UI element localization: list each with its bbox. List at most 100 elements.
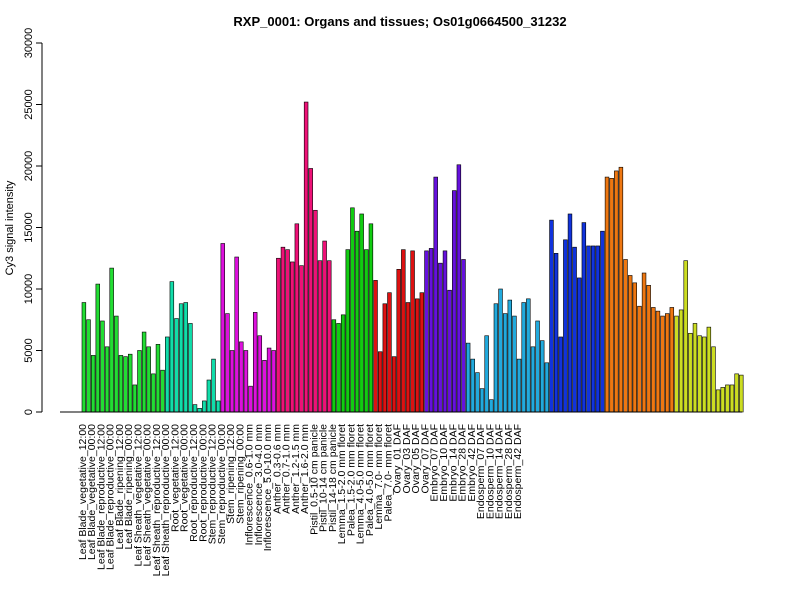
bar: [202, 400, 207, 413]
bar: [419, 292, 425, 413]
x-tick-label: Anther_1.6-2.0 mm: [299, 424, 311, 514]
bar: [549, 219, 554, 413]
bar: [396, 269, 401, 413]
bar: [502, 313, 508, 413]
x-tick-label: Ovary_03 DAF: [401, 424, 413, 493]
bar: [165, 336, 170, 413]
bar: [359, 213, 364, 413]
x-tick-label: Embryo_14 DAF: [447, 424, 459, 502]
bar: [627, 275, 633, 413]
chart-title: RXP_0001: Organs and tissues; Os01g06645…: [233, 14, 566, 29]
bar: [683, 260, 688, 413]
bar: [234, 256, 239, 413]
bar: [729, 384, 735, 413]
bar: [715, 389, 721, 413]
bar: [290, 261, 295, 413]
bar: [174, 318, 179, 413]
bar: [512, 315, 517, 413]
bar: [669, 307, 675, 413]
bar: [410, 250, 415, 413]
bar: [354, 230, 360, 413]
bar: [188, 323, 193, 413]
bar: [345, 249, 350, 413]
bar: [322, 240, 327, 413]
bar: [720, 387, 725, 413]
bar: [109, 267, 114, 413]
bar: [151, 373, 156, 413]
x-tick-label: Leaf Sheath_reproductive_00:00: [160, 424, 172, 577]
bar: [373, 280, 378, 413]
x-tick-label: Lemma_4.0-5.0 mm floret: [355, 424, 367, 544]
x-tick-label: Stem_reproductive_12:00: [207, 424, 219, 544]
bar: [498, 288, 503, 413]
bar: [725, 384, 730, 413]
x-tick-label: Pistil_14-18 cm panicle: [327, 424, 339, 532]
bar: [595, 245, 600, 413]
bar: [660, 315, 665, 413]
bar: [229, 350, 235, 413]
bar: [664, 313, 670, 413]
x-tick-label: Leaf Sheath_reproductive_12:00: [151, 424, 163, 577]
bar: [433, 176, 438, 413]
bar: [489, 399, 494, 413]
bar: [623, 259, 628, 413]
bar: [692, 323, 698, 413]
x-tick-label: Palea_7.0- mm floret: [382, 424, 394, 522]
bars: [81, 101, 744, 413]
bar: [540, 340, 545, 413]
bar: [178, 303, 184, 413]
x-tick-label: Palea_4.0-5.0 mm floret: [364, 424, 376, 536]
bar: [544, 362, 550, 413]
bar: [123, 356, 128, 413]
bar: [239, 341, 244, 413]
bar: [368, 223, 374, 413]
bar: [401, 249, 406, 413]
x-tick-label: Root_vegetative_12:00: [169, 424, 181, 532]
bar: [160, 369, 165, 413]
y-tick-label: 10000: [23, 274, 35, 305]
bar: [734, 373, 739, 413]
bar: [340, 314, 346, 413]
y-tick-label: 15000: [23, 212, 35, 243]
bar: [535, 320, 540, 413]
y-tick-label: 30000: [23, 28, 35, 59]
x-tick-label: Leaf Sheath_vegetative_12:00: [132, 424, 144, 567]
x-tick-label: Stem_ripening_00:00: [234, 424, 246, 524]
bar: [558, 336, 563, 413]
bar: [90, 355, 96, 413]
bar: [257, 335, 263, 413]
bar: [521, 302, 526, 413]
x-tick-label: Ovary_07 DAF: [419, 424, 431, 493]
bar: [211, 358, 216, 413]
y-tick-label: 0: [23, 409, 35, 415]
bar: [331, 319, 337, 413]
bar: [428, 248, 434, 413]
bar: [225, 313, 230, 413]
bar: [618, 166, 624, 413]
y-tick-label: 25000: [23, 89, 35, 120]
bar: [567, 213, 573, 413]
bar: [465, 342, 471, 413]
bar: [586, 245, 591, 413]
bar: [739, 374, 744, 413]
bar: [327, 260, 332, 413]
x-tick-label: Anther_1.2-1.5 mm: [290, 424, 302, 514]
bar: [452, 190, 457, 413]
x-tick-label: Lemma_7.0- mm floret: [373, 424, 385, 530]
bar: [114, 315, 119, 413]
bar: [415, 298, 420, 413]
y-axis-label: Cy3 signal intensity: [4, 180, 16, 275]
bar: [655, 310, 661, 413]
bar: [294, 223, 300, 413]
x-tick-label: Endosperm_14 DAF: [494, 424, 506, 519]
bar: [442, 250, 448, 413]
bar: [127, 353, 133, 413]
bar: [197, 408, 202, 413]
x-tick-label: Leaf Blade_ripening_12:00: [114, 424, 126, 550]
x-tick-label: Root_vegetative_00:00: [179, 424, 191, 532]
bar: [609, 178, 614, 413]
x-tick-label: Endosperm_42 DAF: [512, 424, 524, 519]
bar: [313, 209, 318, 413]
